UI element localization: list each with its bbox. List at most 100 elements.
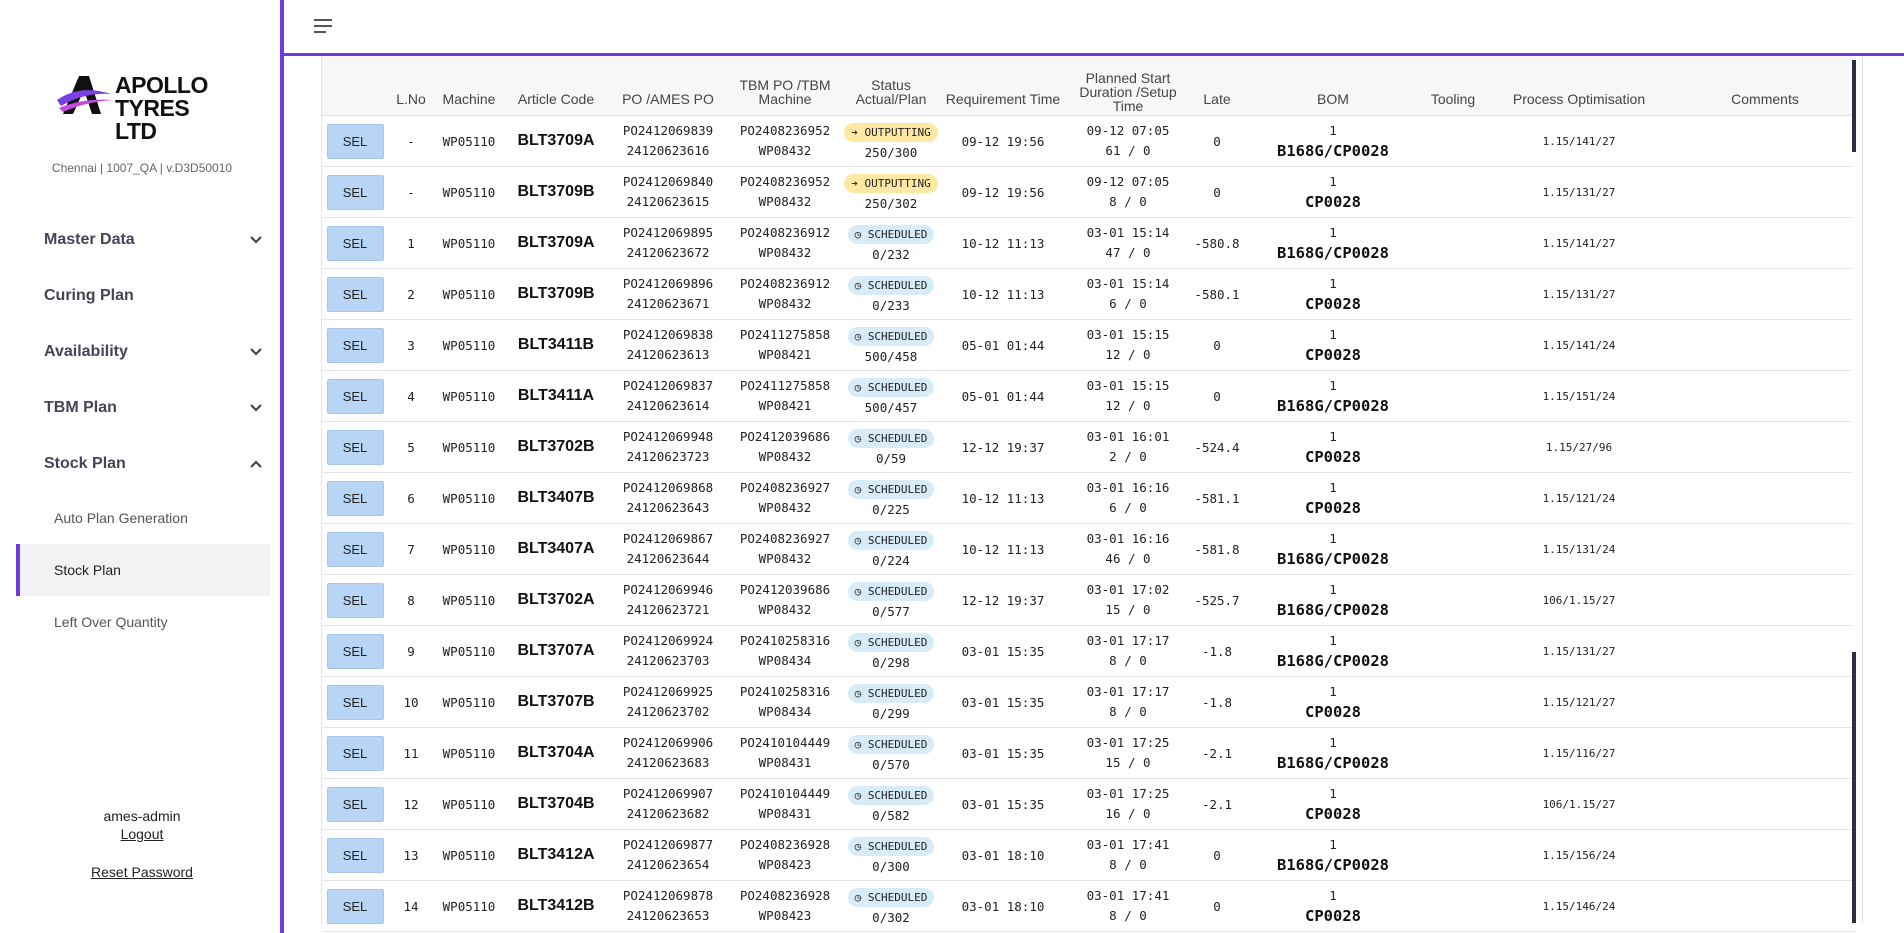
po-number: PO2412069877 — [622, 837, 714, 852]
status-cell: ➔ OUTPUTTING 250/300 — [842, 115, 940, 167]
tooling-cell — [1422, 625, 1484, 677]
planned-start-cell: 03-01 17:17 8 / 0 — [1066, 625, 1190, 677]
sel-button[interactable]: SEL — [326, 429, 384, 465]
sel-button[interactable]: SEL — [326, 582, 384, 618]
article-code: BLT3411B — [517, 336, 595, 353]
clock-icon: ◷ — [854, 482, 862, 496]
process-optimisation-cell: 1.15/121/27 — [1484, 676, 1674, 728]
duration-setup: 15 / 0 — [1105, 602, 1151, 617]
chevron-down-icon — [250, 404, 262, 412]
article-code-cell: BLT3407A — [504, 523, 608, 575]
bom-cell: 1 CP0028 — [1244, 319, 1422, 371]
article-code: BLT3411A — [517, 387, 595, 404]
ames-po-number: 24120623672 — [626, 245, 710, 260]
tbm-machine: WP08432 — [758, 602, 812, 617]
machine-cell: WP05110 — [434, 472, 504, 524]
article-code-cell: BLT3709B — [504, 268, 608, 320]
subnav-left-over-quantity[interactable]: Left Over Quantity — [0, 596, 270, 648]
tooling-cell — [1422, 319, 1484, 371]
sel-button[interactable]: SEL — [326, 531, 384, 567]
subnav-auto-plan-generation[interactable]: Auto Plan Generation — [0, 492, 270, 544]
status-badge: ◷ SCHEDULED — [847, 785, 935, 805]
lno-cell: - — [388, 166, 434, 218]
column-header: L.No — [388, 56, 434, 116]
requirement-time-cell: 03-01 15:35 — [940, 727, 1066, 779]
bom-quantity: 1 — [1329, 225, 1337, 240]
lno-cell: 8 — [388, 574, 434, 626]
nav-tbm-plan[interactable]: TBM Plan — [0, 380, 270, 436]
reset-password-link[interactable]: Reset Password — [91, 864, 193, 880]
po-number: PO2412069906 — [622, 735, 714, 750]
sidebar: APOLLO TYRES LTD Chennai | 1007_QA | v.D… — [0, 0, 284, 933]
late-cell: -524.4 — [1190, 421, 1244, 473]
sel-button[interactable]: SEL — [326, 225, 384, 261]
logout-link[interactable]: Logout — [120, 826, 164, 842]
ames-po-number: 24120623671 — [626, 296, 710, 311]
sel-button[interactable]: SEL — [326, 378, 384, 414]
table-row: SEL 8 WP05110 BLT3702A PO2412069946 241206237… — [322, 574, 1856, 626]
sel-button[interactable]: SEL — [326, 735, 384, 771]
top-bar — [284, 0, 1904, 56]
stock-plan-table-container[interactable]: L.No Machine Article Code PO /AMES PO TBM PO… — [321, 56, 1863, 932]
article-code: BLT3707A — [517, 642, 595, 659]
scrollbar-track[interactable] — [1852, 60, 1856, 923]
nav-availability[interactable]: Availability — [0, 324, 270, 380]
duration-setup: 12 / 0 — [1105, 347, 1151, 362]
planned-start-cell: 03-01 16:16 6 / 0 — [1066, 472, 1190, 524]
planned-start: 03-01 16:01 — [1086, 429, 1170, 444]
status-label: SCHEDULED — [867, 737, 928, 751]
lno-cell: 11 — [388, 727, 434, 779]
sel-button[interactable]: SEL — [326, 327, 384, 363]
sel-button[interactable]: SEL — [326, 276, 384, 312]
process-optimisation-cell: 1.15/146/24 — [1484, 880, 1674, 932]
subnav-stock-plan[interactable]: Stock Plan — [16, 544, 270, 596]
tbm-po-cell: PO2408236928 WP08423 — [728, 829, 842, 881]
status-quantity: 0/298 — [872, 654, 910, 670]
sel-button[interactable]: SEL — [326, 633, 384, 669]
tbm-po-cell: PO2410258316 WP08434 — [728, 625, 842, 677]
tbm-machine: WP08434 — [758, 704, 812, 719]
bom-cell: 1 B168G/CP0028 — [1244, 574, 1422, 626]
machine-cell: WP05110 — [434, 319, 504, 371]
po-cell: PO2412069906 24120623683 — [608, 727, 728, 779]
process-optimisation-cell: 1.15/121/24 — [1484, 472, 1674, 524]
machine-cell: WP05110 — [434, 523, 504, 575]
duration-setup: 46 / 0 — [1105, 551, 1151, 566]
nav-stock-plan[interactable]: Stock Plan — [0, 436, 270, 492]
planned-start: 03-01 17:17 — [1086, 684, 1170, 699]
sel-cell: SEL — [322, 676, 388, 728]
tbm-po-cell: PO2408236927 WP08432 — [728, 523, 842, 575]
menu-icon[interactable] — [314, 18, 334, 34]
planned-start: 03-01 15:14 — [1086, 225, 1170, 240]
planned-start-cell: 03-01 17:25 16 / 0 — [1066, 778, 1190, 830]
tbm-machine: WP08432 — [758, 245, 812, 260]
bom-code: B168G/CP0028 — [1277, 601, 1389, 619]
machine-cell: WP05110 — [434, 727, 504, 779]
planned-start-cell: 03-01 15:14 47 / 0 — [1066, 217, 1190, 269]
article-code-cell: BLT3704A — [504, 727, 608, 779]
nav-curing-plan[interactable]: Curing Plan — [0, 268, 270, 324]
tooling-cell — [1422, 472, 1484, 524]
late-cell: 0 — [1190, 319, 1244, 371]
bom-code: B168G/CP0028 — [1277, 397, 1389, 415]
scrollbar-thumb[interactable] — [1852, 152, 1856, 652]
sel-button[interactable]: SEL — [326, 174, 384, 210]
tbm-machine: WP08421 — [758, 347, 812, 362]
nav-master-data[interactable]: Master Data — [0, 212, 270, 268]
sel-button[interactable]: SEL — [326, 123, 384, 159]
status-quantity: 250/300 — [864, 144, 918, 160]
status-label: SCHEDULED — [867, 890, 928, 904]
column-header: PO /AMES PO — [608, 56, 728, 116]
apollo-logo: APOLLO TYRES LTD — [55, 70, 235, 143]
article-code: BLT3412B — [517, 897, 595, 914]
lno-cell: 14 — [388, 880, 434, 932]
status-cell: ◷ SCHEDULED 500/457 — [842, 370, 940, 422]
sel-button[interactable]: SEL — [326, 684, 384, 720]
duration-setup: 8 / 0 — [1109, 704, 1147, 719]
sel-button[interactable]: SEL — [326, 888, 384, 924]
sel-button[interactable]: SEL — [326, 786, 384, 822]
comments-cell — [1674, 217, 1856, 269]
sel-cell: SEL — [322, 574, 388, 626]
sel-button[interactable]: SEL — [326, 480, 384, 516]
sel-button[interactable]: SEL — [326, 837, 384, 873]
